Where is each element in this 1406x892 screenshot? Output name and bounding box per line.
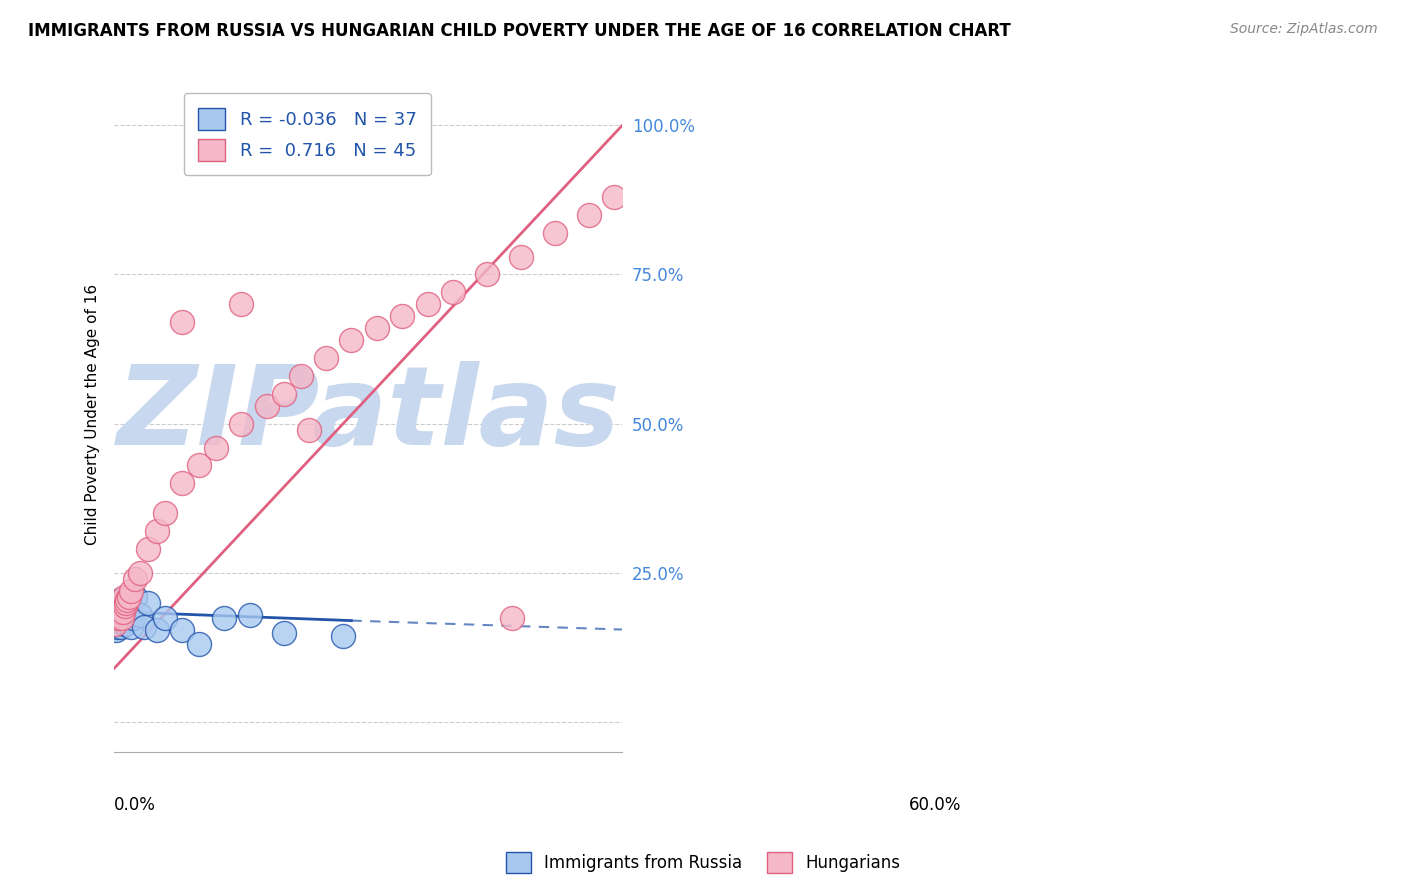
Point [136, 541, 159, 556]
Point [578, 208, 600, 222]
Point [543, 226, 565, 240]
Point [104, 605, 127, 619]
Point [105, 601, 128, 615]
Point [105, 619, 128, 633]
Point [110, 607, 132, 622]
Point [112, 596, 135, 610]
Point [107, 616, 129, 631]
Point [273, 386, 295, 401]
Text: IMMIGRANTS FROM RUSSIA VS HUNGARIAN CHILD POVERTY UNDER THE AGE OF 16 CORRELATIO: IMMIGRANTS FROM RUSSIA VS HUNGARIAN CHIL… [28, 22, 1011, 40]
Point [391, 130, 413, 145]
Point [104, 614, 127, 628]
Point [145, 524, 167, 538]
Point [108, 614, 131, 628]
Point [290, 368, 312, 383]
Legend: Immigrants from Russia, Hungarians: Immigrants from Russia, Hungarians [499, 846, 907, 880]
Point [115, 596, 138, 610]
Point [112, 607, 135, 622]
Point [416, 297, 439, 311]
Point [124, 572, 146, 586]
Point [239, 607, 262, 622]
Point [107, 610, 129, 624]
Point [112, 610, 135, 624]
Point [366, 321, 388, 335]
Point [111, 610, 134, 624]
Point [117, 590, 139, 604]
Point [475, 268, 498, 282]
Point [187, 458, 209, 473]
Point [205, 441, 228, 455]
Point [108, 592, 131, 607]
Point [170, 315, 193, 329]
Point [114, 599, 136, 613]
Point [132, 619, 155, 633]
Point [332, 628, 354, 642]
Point [111, 605, 134, 619]
Point [145, 623, 167, 637]
Point [231, 297, 253, 311]
Point [315, 351, 337, 365]
Point [128, 566, 150, 580]
Point [111, 605, 134, 619]
Point [340, 333, 363, 347]
Point [441, 285, 464, 300]
Legend: R = -0.036   N = 37, R =  0.716   N = 45: R = -0.036 N = 37, R = 0.716 N = 45 [184, 93, 432, 175]
Point [136, 596, 159, 610]
Point [115, 605, 138, 619]
Point [170, 476, 193, 491]
Point [153, 506, 176, 520]
Point [112, 590, 135, 604]
Text: Source: ZipAtlas.com: Source: ZipAtlas.com [1230, 22, 1378, 37]
Point [256, 399, 278, 413]
Point [111, 610, 134, 624]
Point [117, 596, 139, 610]
Point [108, 596, 131, 610]
Point [105, 599, 128, 613]
Point [121, 610, 143, 624]
Point [603, 190, 626, 204]
Point [273, 625, 295, 640]
Text: ZIPatlas: ZIPatlas [117, 361, 620, 468]
Point [114, 616, 136, 631]
Point [108, 596, 131, 610]
Point [104, 623, 127, 637]
Point [124, 590, 146, 604]
Point [170, 623, 193, 637]
Point [509, 250, 531, 264]
Point [110, 601, 132, 615]
Point [214, 610, 236, 624]
Point [111, 614, 134, 628]
Point [104, 616, 127, 631]
Text: 0.0%: 0.0% [114, 796, 156, 814]
Point [115, 592, 138, 607]
Point [108, 610, 131, 624]
Point [107, 605, 129, 619]
Point [104, 607, 127, 622]
Point [120, 583, 142, 598]
Point [501, 610, 523, 624]
Point [110, 619, 132, 633]
Point [107, 596, 129, 610]
Point [108, 599, 131, 613]
Point [107, 610, 129, 624]
Point [231, 417, 253, 431]
Point [298, 423, 321, 437]
Point [391, 309, 413, 323]
Point [153, 610, 176, 624]
Point [107, 599, 129, 613]
Point [187, 638, 209, 652]
Text: 60.0%: 60.0% [908, 796, 962, 814]
Point [120, 619, 142, 633]
Point [128, 607, 150, 622]
Y-axis label: Child Poverty Under the Age of 16: Child Poverty Under the Age of 16 [86, 285, 100, 545]
